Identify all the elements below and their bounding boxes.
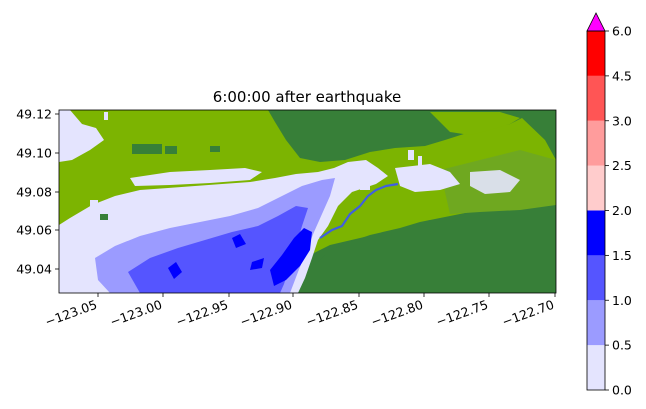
colorbar-tick-label: 2.0	[612, 203, 632, 218]
x-axis: −123.05 −123.00 −122.95 −122.90 −122.85 −122.…	[43, 293, 556, 329]
river-channel	[319, 182, 399, 239]
x-tick-label: −122.80	[369, 297, 425, 330]
x-tick-label: −123.00	[108, 297, 164, 330]
colorbar-tick-label: 4.5	[612, 68, 632, 83]
flood-lightest-central-strip	[130, 168, 262, 186]
y-tick-label: 49.12	[16, 107, 52, 122]
colorbar-extend-arrow	[586, 12, 606, 32]
colorbar-segment	[587, 255, 605, 301]
colorbar-segment	[587, 75, 605, 121]
x-tick-label: −122.70	[500, 297, 556, 330]
flood-depth-dark-patch-2	[232, 234, 246, 248]
colorbar-tick-label: 2.5	[612, 158, 632, 173]
colorbar-tick-label: 0.5	[612, 338, 632, 353]
colorbar-tick-label: 1.5	[612, 248, 632, 263]
x-tick-label: −122.95	[174, 297, 230, 330]
colorbar-tick-label: 6.0	[612, 24, 632, 39]
flood-speckle	[90, 112, 422, 220]
y-tick-label: 49.06	[16, 223, 52, 238]
flood-lightest-east-2	[470, 170, 520, 194]
y-tick-label: 49.10	[16, 146, 52, 161]
colorbar-tick-label: 3.0	[612, 113, 632, 128]
x-tick-label: −123.05	[43, 297, 99, 330]
x-tick-label: −122.85	[304, 297, 360, 330]
colorbar-segment	[587, 31, 605, 76]
y-tick-label: 49.04	[16, 262, 52, 277]
inundation-map	[59, 110, 556, 293]
map-title: 6:00:00 after earthquake	[213, 88, 401, 106]
colorbar-segment	[587, 210, 605, 256]
colorbar-segment	[587, 165, 605, 211]
flood-depth-dark-patch-3	[250, 258, 264, 270]
flood-lightest-north-patch	[59, 110, 104, 162]
colorbar-tick-label: 1.0	[612, 293, 632, 308]
map-frame	[58, 109, 557, 294]
colorbar-tick-label: 0.0	[612, 383, 632, 398]
east-dark-green-region	[318, 200, 556, 293]
flood-depth-dark-patch-1	[168, 262, 182, 279]
upland-speckle	[100, 144, 220, 220]
colorbar-segment	[587, 345, 605, 390]
colorbar: 0.0 0.5 1.0 1.5 2.0 2.5 3.0 4.5 6.0	[586, 12, 632, 398]
x-tick-label: −122.75	[434, 297, 490, 330]
y-tick-label: 49.08	[16, 185, 52, 200]
colorbar-segment	[587, 120, 605, 166]
flood-lightest-east	[395, 164, 460, 192]
upper-right-green-patch	[430, 112, 520, 135]
x-tick-label: −122.90	[238, 297, 294, 330]
flood-depth-dark-channel	[270, 228, 312, 286]
y-axis: 49.12 49.10 49.08 49.06 49.04	[16, 107, 59, 277]
colorbar-segment	[587, 300, 605, 346]
